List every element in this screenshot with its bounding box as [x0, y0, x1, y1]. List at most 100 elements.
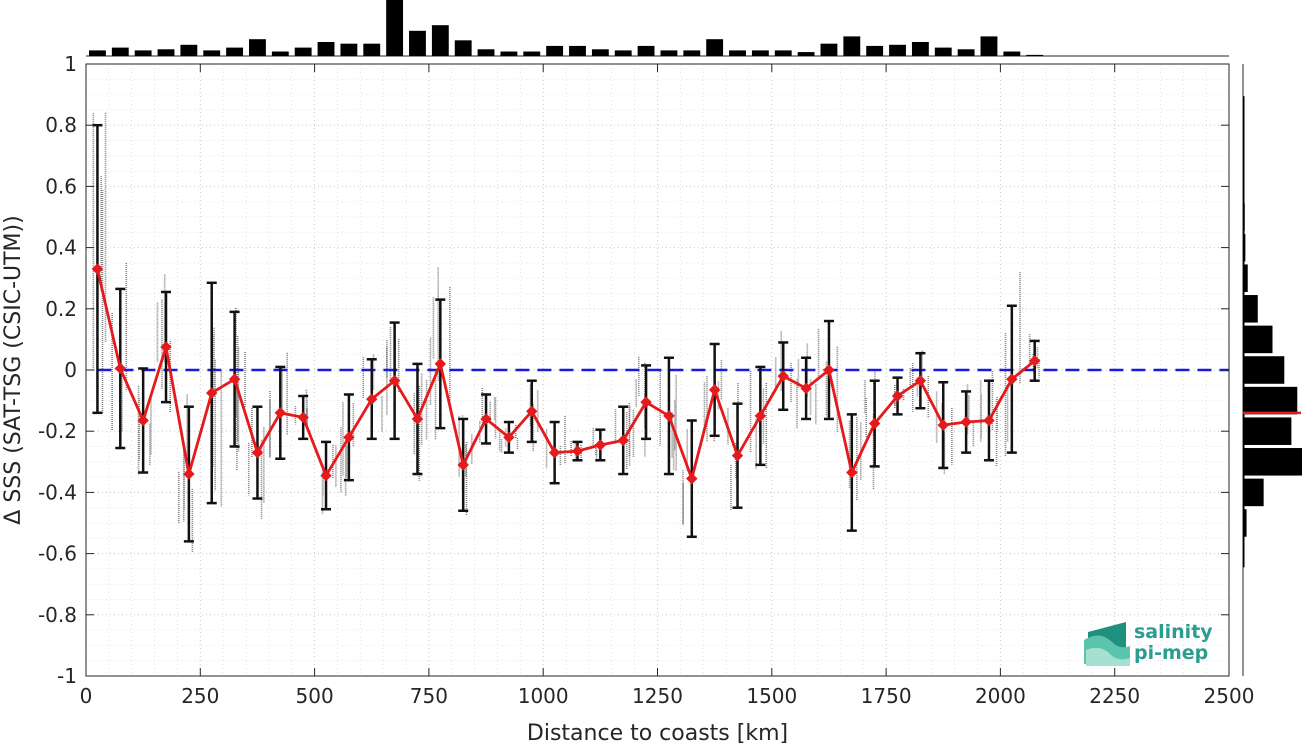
mean-marker [960, 416, 972, 428]
right-histogram-bar [1243, 386, 1298, 415]
mean-line [96, 268, 1036, 484]
right-histogram-bar [1243, 142, 1245, 170]
top-histogram-bar [431, 25, 449, 56]
mean-marker [846, 466, 858, 479]
x-tick-label: 1000 [518, 684, 569, 708]
x-axis: 0 250 500 750 1000 1250 1500 1750 2000 2250 2500 [80, 64, 1255, 708]
right-histogram-bar [1243, 356, 1285, 384]
mean-marker [640, 396, 652, 408]
right-histogram-bar [1243, 249, 1245, 277]
mean-marker [457, 459, 469, 471]
top-histogram-bar [911, 42, 929, 56]
right-histogram-bar [1243, 325, 1273, 354]
right-histogram-bar [1243, 539, 1245, 568]
mean-marker [526, 405, 538, 418]
x-tick-label: 2500 [1204, 684, 1255, 708]
mean-marker [708, 384, 721, 396]
right-histogram-bar [1243, 448, 1302, 476]
y-tick-label: -0.8 [38, 603, 77, 627]
mean-marker [228, 373, 241, 385]
mean-marker [320, 469, 332, 482]
top-histogram-bar [797, 52, 815, 56]
y-tick-label: -1 [57, 664, 77, 688]
x-tick-label: 1250 [632, 684, 683, 708]
top-histogram [86, 0, 1229, 57]
right-histogram-bar [1243, 279, 1245, 308]
top-histogram-bar [614, 50, 632, 56]
y-tick-label: 0.8 [45, 113, 77, 137]
right-histogram-bar [1243, 509, 1247, 537]
right-histogram-bar [1243, 295, 1258, 323]
top-histogram-bar [271, 51, 289, 56]
top-histogram-bar [546, 45, 564, 56]
mean-marker [183, 468, 195, 480]
x-tick-label: 250 [181, 684, 219, 708]
top-histogram-bar [934, 47, 952, 56]
top-histogram-bar [363, 43, 381, 56]
top-histogram-bar [1026, 54, 1044, 56]
right-histogram-bar [1243, 264, 1248, 292]
mean-marker [137, 414, 149, 427]
top-histogram-bar [180, 44, 198, 56]
mean-marker [480, 413, 492, 425]
grid [86, 64, 1229, 676]
mean-marker [114, 362, 126, 375]
mean-marker [274, 407, 287, 419]
x-tick-label: 750 [410, 684, 448, 708]
y-tick-label: 0.6 [45, 174, 77, 198]
x-tick-label: 2000 [975, 684, 1026, 708]
mean-marker [1006, 373, 1018, 385]
top-histogram-bar [89, 50, 106, 56]
right-histogram-bar [1243, 340, 1245, 369]
right-histogram [1242, 64, 1302, 676]
mean-marker [434, 358, 447, 370]
top-histogram-bar [1003, 51, 1021, 56]
top-histogram-bar [523, 51, 541, 56]
top-histogram-bar [683, 50, 701, 56]
mean-marker [503, 431, 515, 444]
logo-text-line2: pi-mep [1134, 642, 1208, 664]
salinity-pi-mep-logo: salinity pi-mep [1084, 621, 1213, 666]
top-histogram-bar [226, 47, 244, 56]
top-histogram-bar [820, 43, 838, 56]
mean-marker [777, 370, 789, 382]
top-histogram-bar [500, 51, 518, 56]
mean-marker [571, 445, 584, 457]
right-histogram-bar [1243, 371, 1245, 400]
right-histogram-bar [1243, 218, 1245, 247]
y-tick-label: 0.4 [45, 236, 77, 260]
x-tick-label: 1500 [746, 684, 797, 708]
right-histogram-bar [1243, 524, 1245, 553]
y-tick-label: 1 [64, 52, 77, 76]
mean-marker [800, 382, 812, 395]
mean-marker [548, 446, 561, 459]
right-histogram-bar [1243, 172, 1245, 201]
right-histogram-bar [1243, 187, 1245, 216]
top-histogram-bar [706, 39, 724, 56]
mean-marker [1028, 355, 1041, 367]
top-histogram-bar [203, 50, 221, 56]
wave-logo-icon [1084, 622, 1130, 666]
top-histogram-bar [980, 36, 998, 56]
top-histogram-bar [111, 47, 129, 56]
mean-marker [617, 434, 629, 447]
y-tick-label: 0.2 [45, 297, 77, 321]
x-tick-label: 0 [80, 684, 93, 708]
x-axis-label: Distance to coasts [km] [527, 721, 788, 745]
y-axis: -1 -0.8 -0.6 -0.4 -0.2 0 0.2 0.4 0.6 0.8 1 [38, 52, 1229, 688]
y-tick-label: 0 [64, 358, 77, 382]
mean-marker [754, 410, 767, 422]
mean-marker [823, 364, 835, 376]
mean-marker [663, 410, 675, 422]
top-histogram-bar [889, 44, 906, 56]
top-histogram-bar [454, 40, 472, 56]
mean-marker [206, 387, 218, 399]
mean-marker [251, 446, 264, 459]
top-histogram-bar [134, 50, 152, 56]
right-histogram-bar [1243, 126, 1245, 155]
top-histogram-bar [157, 49, 175, 56]
right-histogram-bar [1243, 478, 1264, 507]
top-histogram-bar [843, 36, 861, 56]
top-histogram-bar [751, 50, 769, 56]
mean-marker [91, 263, 104, 275]
